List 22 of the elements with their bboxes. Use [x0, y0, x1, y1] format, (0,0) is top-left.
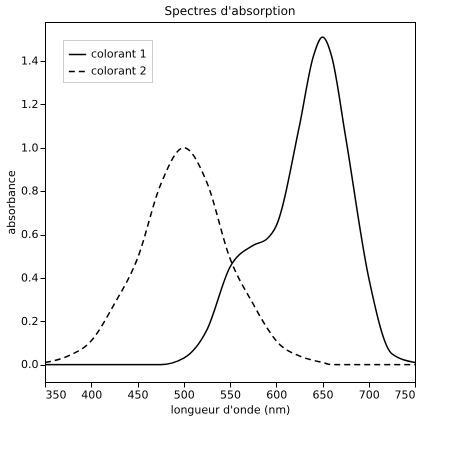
x-tick-label: 750 [394, 388, 416, 402]
y-tick-label: 0.8 [21, 184, 38, 198]
x-axis-title: longueur d'onde (nm) [170, 404, 290, 416]
x-tick-label: 500 [174, 388, 195, 402]
x-tick-label: 650 [312, 388, 334, 402]
y-tick-label: 0.4 [21, 271, 38, 284]
y-tick-label: 1.4 [21, 54, 38, 68]
x-tick-label: 350 [46, 388, 66, 402]
chart-title: Spectres d'absorption [164, 4, 296, 18]
x-tick-label: 600 [266, 388, 288, 402]
legend-label: colorant 1 [91, 48, 147, 60]
legend-label: colorant 2 [91, 64, 147, 78]
y-tick-label: 1.2 [21, 98, 38, 111]
y-axis-title: absorbance [5, 170, 18, 235]
y-tick-label: 1.0 [21, 141, 38, 154]
x-tick-label: 700 [358, 388, 380, 402]
x-tick-label: 450 [128, 388, 148, 402]
y-tick-label: 0.2 [21, 314, 38, 328]
x-tick-label: 550 [220, 388, 241, 402]
y-tick-label: 0.0 [21, 358, 38, 372]
y-tick-label: 0.6 [21, 228, 38, 242]
x-tick-label: 400 [81, 388, 102, 402]
